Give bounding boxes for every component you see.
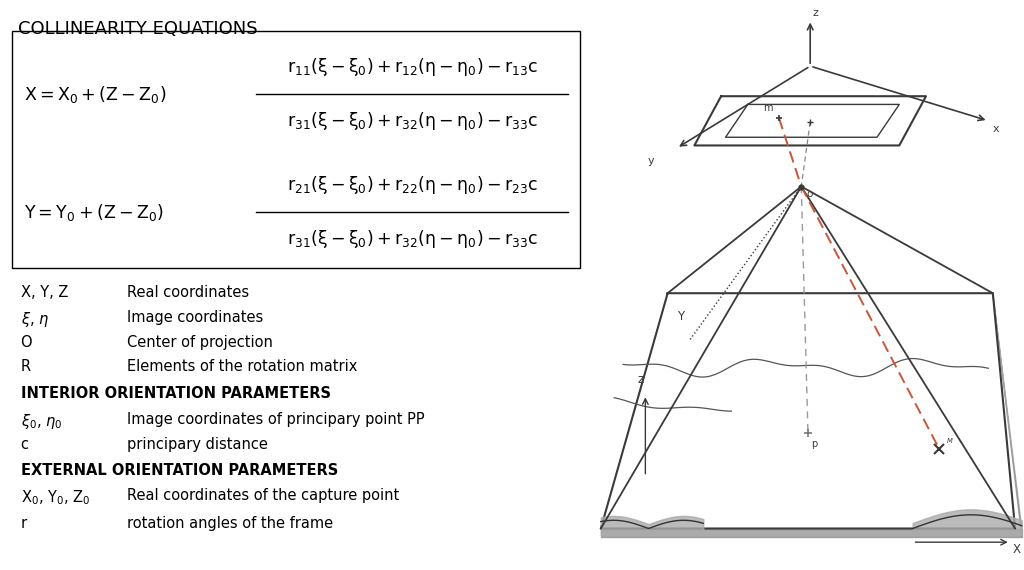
Text: X, Y, Z: X, Y, Z <box>20 285 68 300</box>
Text: Y: Y <box>677 310 684 323</box>
Text: INTERIOR ORIENTATION PARAMETERS: INTERIOR ORIENTATION PARAMETERS <box>20 386 331 401</box>
Text: Image coordinates: Image coordinates <box>127 310 263 325</box>
Polygon shape <box>694 96 926 145</box>
Text: m: m <box>763 103 772 113</box>
Text: z: z <box>638 373 644 386</box>
FancyBboxPatch shape <box>12 31 580 268</box>
Text: r: r <box>20 516 27 531</box>
Text: Real coordinates: Real coordinates <box>127 285 249 300</box>
Text: X: X <box>1013 543 1021 556</box>
Text: $\mathrm{X = X_0 + (Z - Z_0)}$: $\mathrm{X = X_0 + (Z - Z_0)}$ <box>24 84 166 104</box>
Text: p: p <box>812 439 818 449</box>
Text: $_M$: $_M$ <box>946 437 953 446</box>
Polygon shape <box>601 528 1022 537</box>
Text: Real coordinates of the capture point: Real coordinates of the capture point <box>127 488 398 503</box>
Text: $\mathrm{Y = Y_0 + (Z - Z_0)}$: $\mathrm{Y = Y_0 + (Z - Z_0)}$ <box>24 202 164 222</box>
Text: O: O <box>20 335 32 349</box>
Text: $\xi$, $\eta$: $\xi$, $\eta$ <box>20 310 49 329</box>
Text: x: x <box>993 124 999 133</box>
Text: z: z <box>812 8 818 18</box>
Text: Image coordinates of principary point PP: Image coordinates of principary point PP <box>127 412 424 426</box>
Polygon shape <box>601 293 1015 528</box>
Text: Center of projection: Center of projection <box>127 335 272 349</box>
Text: X$_0$, Y$_0$, Z$_0$: X$_0$, Y$_0$, Z$_0$ <box>20 488 90 507</box>
Text: R: R <box>20 359 31 374</box>
Text: $\mathrm{r_{31}(\xi - \xi_0) + r_{32}(\eta - \eta_0) - r_{33}c}$: $\mathrm{r_{31}(\xi - \xi_0) + r_{32}(\e… <box>287 111 538 132</box>
Text: $\mathrm{r_{31}(\xi - \xi_0) + r_{32}(\eta - \eta_0) - r_{33}c}$: $\mathrm{r_{31}(\xi - \xi_0) + r_{32}(\e… <box>287 229 538 250</box>
Text: principary distance: principary distance <box>127 437 267 451</box>
Text: o: o <box>807 189 813 200</box>
Text: y: y <box>647 156 654 166</box>
Text: Elements of the rotation matrix: Elements of the rotation matrix <box>127 359 357 374</box>
Text: $\mathrm{r_{21}(\xi - \xi_0) + r_{22}(\eta - \eta_0) - r_{23}c}$: $\mathrm{r_{21}(\xi - \xi_0) + r_{22}(\e… <box>287 174 538 196</box>
Text: c: c <box>20 437 29 451</box>
Text: COLLINEARITY EQUATIONS: COLLINEARITY EQUATIONS <box>17 20 257 38</box>
Text: EXTERNAL ORIENTATION PARAMETERS: EXTERNAL ORIENTATION PARAMETERS <box>20 463 338 478</box>
Polygon shape <box>993 293 1022 537</box>
Text: $\mathrm{r_{11}(\xi - \xi_0) + r_{12}(\eta - \eta_0) - r_{13}c}$: $\mathrm{r_{11}(\xi - \xi_0) + r_{12}(\e… <box>287 56 538 78</box>
Text: $\xi_0$, $\eta_0$: $\xi_0$, $\eta_0$ <box>20 412 62 430</box>
Text: rotation angles of the frame: rotation angles of the frame <box>127 516 333 531</box>
